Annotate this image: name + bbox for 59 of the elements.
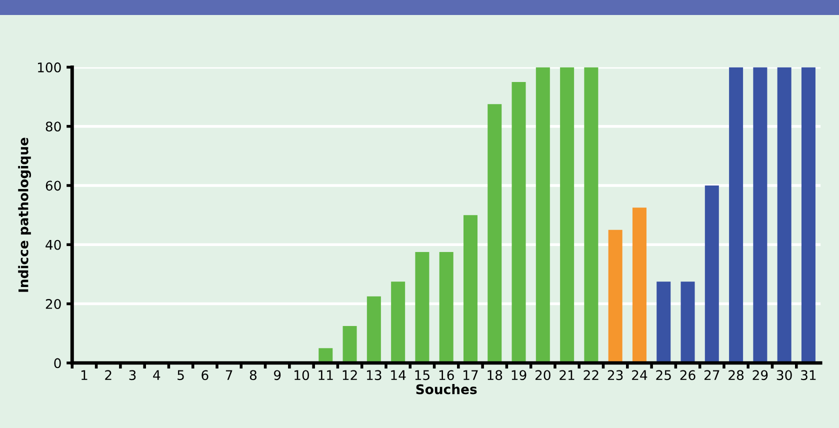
x-tick-label: 28 xyxy=(728,370,744,380)
x-tick-label: 24 xyxy=(632,370,648,380)
bar xyxy=(342,326,357,363)
bar xyxy=(366,296,381,363)
bar xyxy=(632,208,646,363)
x-axis-title: Souches xyxy=(416,384,477,394)
bar xyxy=(608,230,622,363)
y-axis-title: Indicce pathologique xyxy=(18,138,31,292)
x-tick-label: 17 xyxy=(464,370,478,380)
bar xyxy=(656,282,671,363)
bar xyxy=(536,67,550,363)
bar xyxy=(415,252,430,363)
x-tick-label: 5 xyxy=(178,370,184,380)
y-tick-label: 60 xyxy=(46,180,61,191)
x-tick-label: 3 xyxy=(129,370,136,380)
y-tick-label: 80 xyxy=(46,122,61,132)
x-tick-label: 7 xyxy=(226,370,232,380)
y-tick-label: 20 xyxy=(46,299,61,309)
x-tick-label: 30 xyxy=(776,370,792,380)
x-tick-label: 16 xyxy=(439,370,454,380)
bar xyxy=(463,215,478,363)
bar xyxy=(777,67,792,363)
x-tick-label: 9 xyxy=(274,370,281,380)
y-tick-label: 40 xyxy=(46,240,61,250)
x-tick-label: 29 xyxy=(752,370,768,380)
x-tick-label: 2 xyxy=(105,370,112,380)
x-tick-label: 27 xyxy=(704,370,720,380)
bar xyxy=(801,67,816,363)
x-tick-label: 19 xyxy=(512,370,526,380)
bar xyxy=(439,252,454,363)
y-tick-label: 0 xyxy=(54,358,61,368)
bar xyxy=(704,185,719,363)
x-tick-label: 1 xyxy=(81,370,88,380)
x-tick-label: 18 xyxy=(488,370,502,380)
x-tick-label: 31 xyxy=(801,370,816,380)
x-tick-label: 21 xyxy=(560,370,574,380)
x-tick-label: 8 xyxy=(250,370,257,380)
y-tick-label: 100 xyxy=(38,62,61,72)
bar xyxy=(753,67,768,363)
x-tick-label: 20 xyxy=(535,370,550,380)
x-tick-label: 25 xyxy=(656,370,671,380)
x-tick-label: 12 xyxy=(342,370,357,380)
x-tick-label: 26 xyxy=(680,370,696,380)
bar xyxy=(512,82,526,363)
x-tick-label: 10 xyxy=(294,370,310,380)
x-tick-label: 23 xyxy=(608,370,623,380)
x-tick-label: 14 xyxy=(391,370,406,380)
x-tick-label: 22 xyxy=(584,370,598,380)
bar xyxy=(560,67,574,363)
x-tick-label: 11 xyxy=(318,370,333,380)
x-tick-label: 13 xyxy=(366,370,382,380)
bar xyxy=(488,104,502,363)
x-tick-label: 15 xyxy=(415,370,430,380)
bar xyxy=(584,67,598,363)
x-tick-label: 4 xyxy=(153,370,160,380)
bar xyxy=(729,67,744,363)
bar xyxy=(391,282,406,363)
x-tick-label: 6 xyxy=(202,370,208,380)
bar xyxy=(680,282,695,363)
